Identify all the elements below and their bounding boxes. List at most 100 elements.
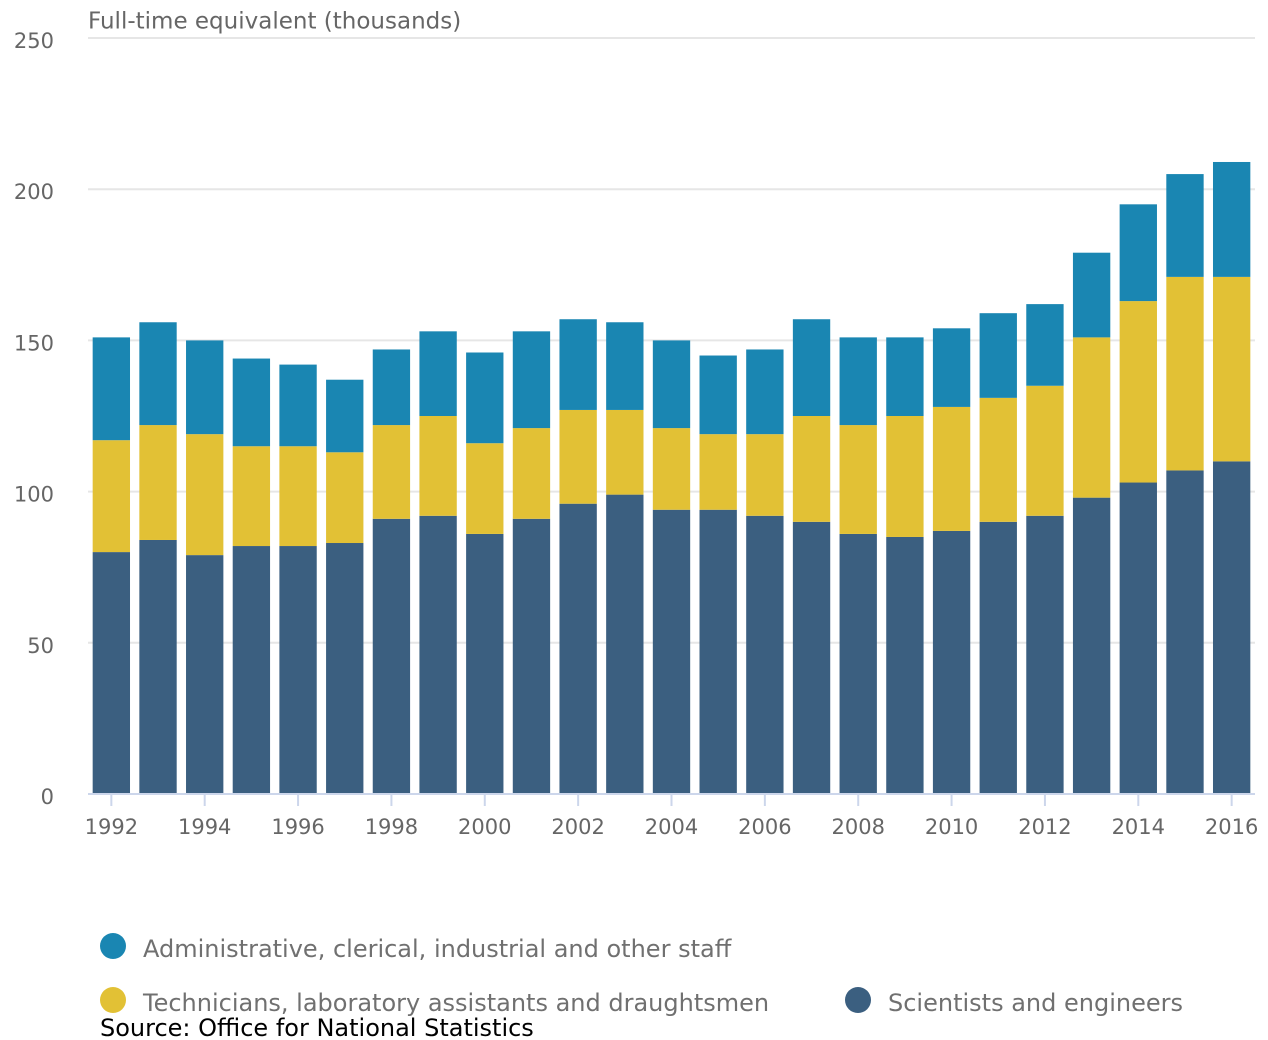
- bar-segment: [699, 509, 737, 794]
- bar-segment: [419, 416, 457, 516]
- y-tick-label: 200: [14, 180, 54, 204]
- bar-segment: [932, 530, 971, 794]
- legend-label: Scientists and engineers: [888, 989, 1183, 1017]
- bar-segment: [792, 319, 831, 416]
- bar-segment: [932, 406, 971, 531]
- bar-segment: [466, 443, 504, 534]
- bar-segment: [1212, 161, 1251, 277]
- bar-segment: [186, 340, 224, 435]
- bar-segment: [372, 425, 411, 519]
- bar-segment: [746, 434, 784, 516]
- bar-segment: [232, 446, 271, 547]
- bar-segment: [559, 319, 597, 410]
- bar-segment: [606, 322, 644, 410]
- bar-segment: [1119, 301, 1157, 483]
- x-tick-label: 2014: [1112, 815, 1165, 839]
- bar-segment: [466, 352, 504, 444]
- bar-segment: [512, 428, 551, 519]
- bar-segment: [326, 379, 364, 453]
- bar-segment: [886, 416, 924, 537]
- bar-segment: [232, 358, 271, 447]
- bar-segment: [606, 409, 644, 495]
- bar-segment: [559, 409, 597, 504]
- bar-segment: [839, 533, 877, 794]
- bar-segment: [92, 337, 131, 441]
- bar-segment: [1166, 174, 1204, 277]
- bar-segment: [1026, 515, 1064, 794]
- x-tick-label: 2002: [551, 815, 604, 839]
- bar-segment: [1072, 252, 1111, 338]
- bar-segment: [979, 521, 1017, 794]
- bar-segment: [139, 322, 177, 426]
- bar-segment: [1026, 304, 1064, 386]
- bar-segment: [932, 328, 971, 407]
- bar-segment: [699, 434, 737, 510]
- legend-swatch: [100, 933, 126, 959]
- legend-label: Administrative, clerical, industrial and…: [143, 935, 732, 963]
- source: Source: Office for National Statistics: [100, 1014, 534, 1040]
- bar-segment: [326, 543, 364, 794]
- bar-segment: [512, 331, 551, 429]
- bar-segment: [1166, 470, 1204, 794]
- bar-segment: [186, 555, 224, 794]
- bar-segment: [792, 521, 831, 794]
- bar-segment: [1166, 276, 1204, 471]
- x-tick-label: 1998: [365, 815, 418, 839]
- bar-segment: [746, 515, 784, 794]
- x-tick-label: 2016: [1205, 815, 1258, 839]
- x-tick-label: 2010: [925, 815, 978, 839]
- y-tick-label: 250: [14, 29, 54, 53]
- bar-segment: [279, 446, 317, 547]
- bar-segment: [792, 416, 831, 522]
- bar-segment: [186, 434, 224, 556]
- bar-segment: [279, 364, 317, 447]
- bar-segment: [1119, 482, 1157, 794]
- bar-segment: [372, 518, 411, 794]
- y-tick-label: 50: [27, 634, 54, 658]
- bar-segment: [139, 539, 177, 794]
- bar-segment: [139, 425, 177, 540]
- bar-segment: [92, 552, 131, 794]
- bar-segment: [652, 509, 691, 794]
- x-tick-label: 2012: [1018, 815, 1071, 839]
- bar-segment: [419, 331, 457, 416]
- bar-segment: [279, 546, 317, 794]
- bar-segment: [979, 313, 1017, 398]
- y-tick-label: 150: [14, 331, 54, 355]
- bar-segment: [419, 515, 457, 794]
- bar-segment: [1212, 276, 1251, 462]
- bar-segment: [839, 425, 877, 534]
- bar-segment: [886, 337, 924, 416]
- bar-segment: [1212, 461, 1251, 794]
- bar-segment: [232, 546, 271, 794]
- bar-segment: [652, 428, 691, 510]
- legend-swatch: [845, 987, 871, 1013]
- bar-segment: [606, 494, 644, 794]
- legend-label: Technicians, laboratory assistants and d…: [142, 989, 769, 1017]
- x-tick-label: 2006: [738, 815, 791, 839]
- bar-segment: [466, 533, 504, 794]
- x-tick-label: 1996: [271, 815, 324, 839]
- bar-segment: [512, 518, 551, 794]
- bar-segment: [979, 397, 1017, 522]
- legend-swatch: [100, 987, 126, 1013]
- y-axis-label: Full-time equivalent (thousands): [88, 9, 461, 35]
- x-tick-label: 1992: [85, 815, 138, 839]
- bar-segment: [326, 452, 364, 544]
- bar-segment: [1072, 497, 1111, 794]
- bar-segment: [839, 337, 877, 426]
- x-tick-label: 2008: [831, 815, 884, 839]
- bar-segment: [1119, 204, 1157, 302]
- y-tick-label: 100: [14, 483, 54, 507]
- bar-segment: [559, 503, 597, 794]
- x-tick-label: 2000: [458, 815, 511, 839]
- bar-segment: [92, 440, 131, 553]
- bar-segment: [886, 536, 924, 794]
- x-tick-label: 1994: [178, 815, 231, 839]
- y-tick-label: 0: [41, 785, 54, 809]
- x-tick-label: 2004: [645, 815, 698, 839]
- bar-segment: [652, 340, 691, 429]
- bar-segment: [1072, 337, 1111, 498]
- bar-segment: [699, 355, 737, 435]
